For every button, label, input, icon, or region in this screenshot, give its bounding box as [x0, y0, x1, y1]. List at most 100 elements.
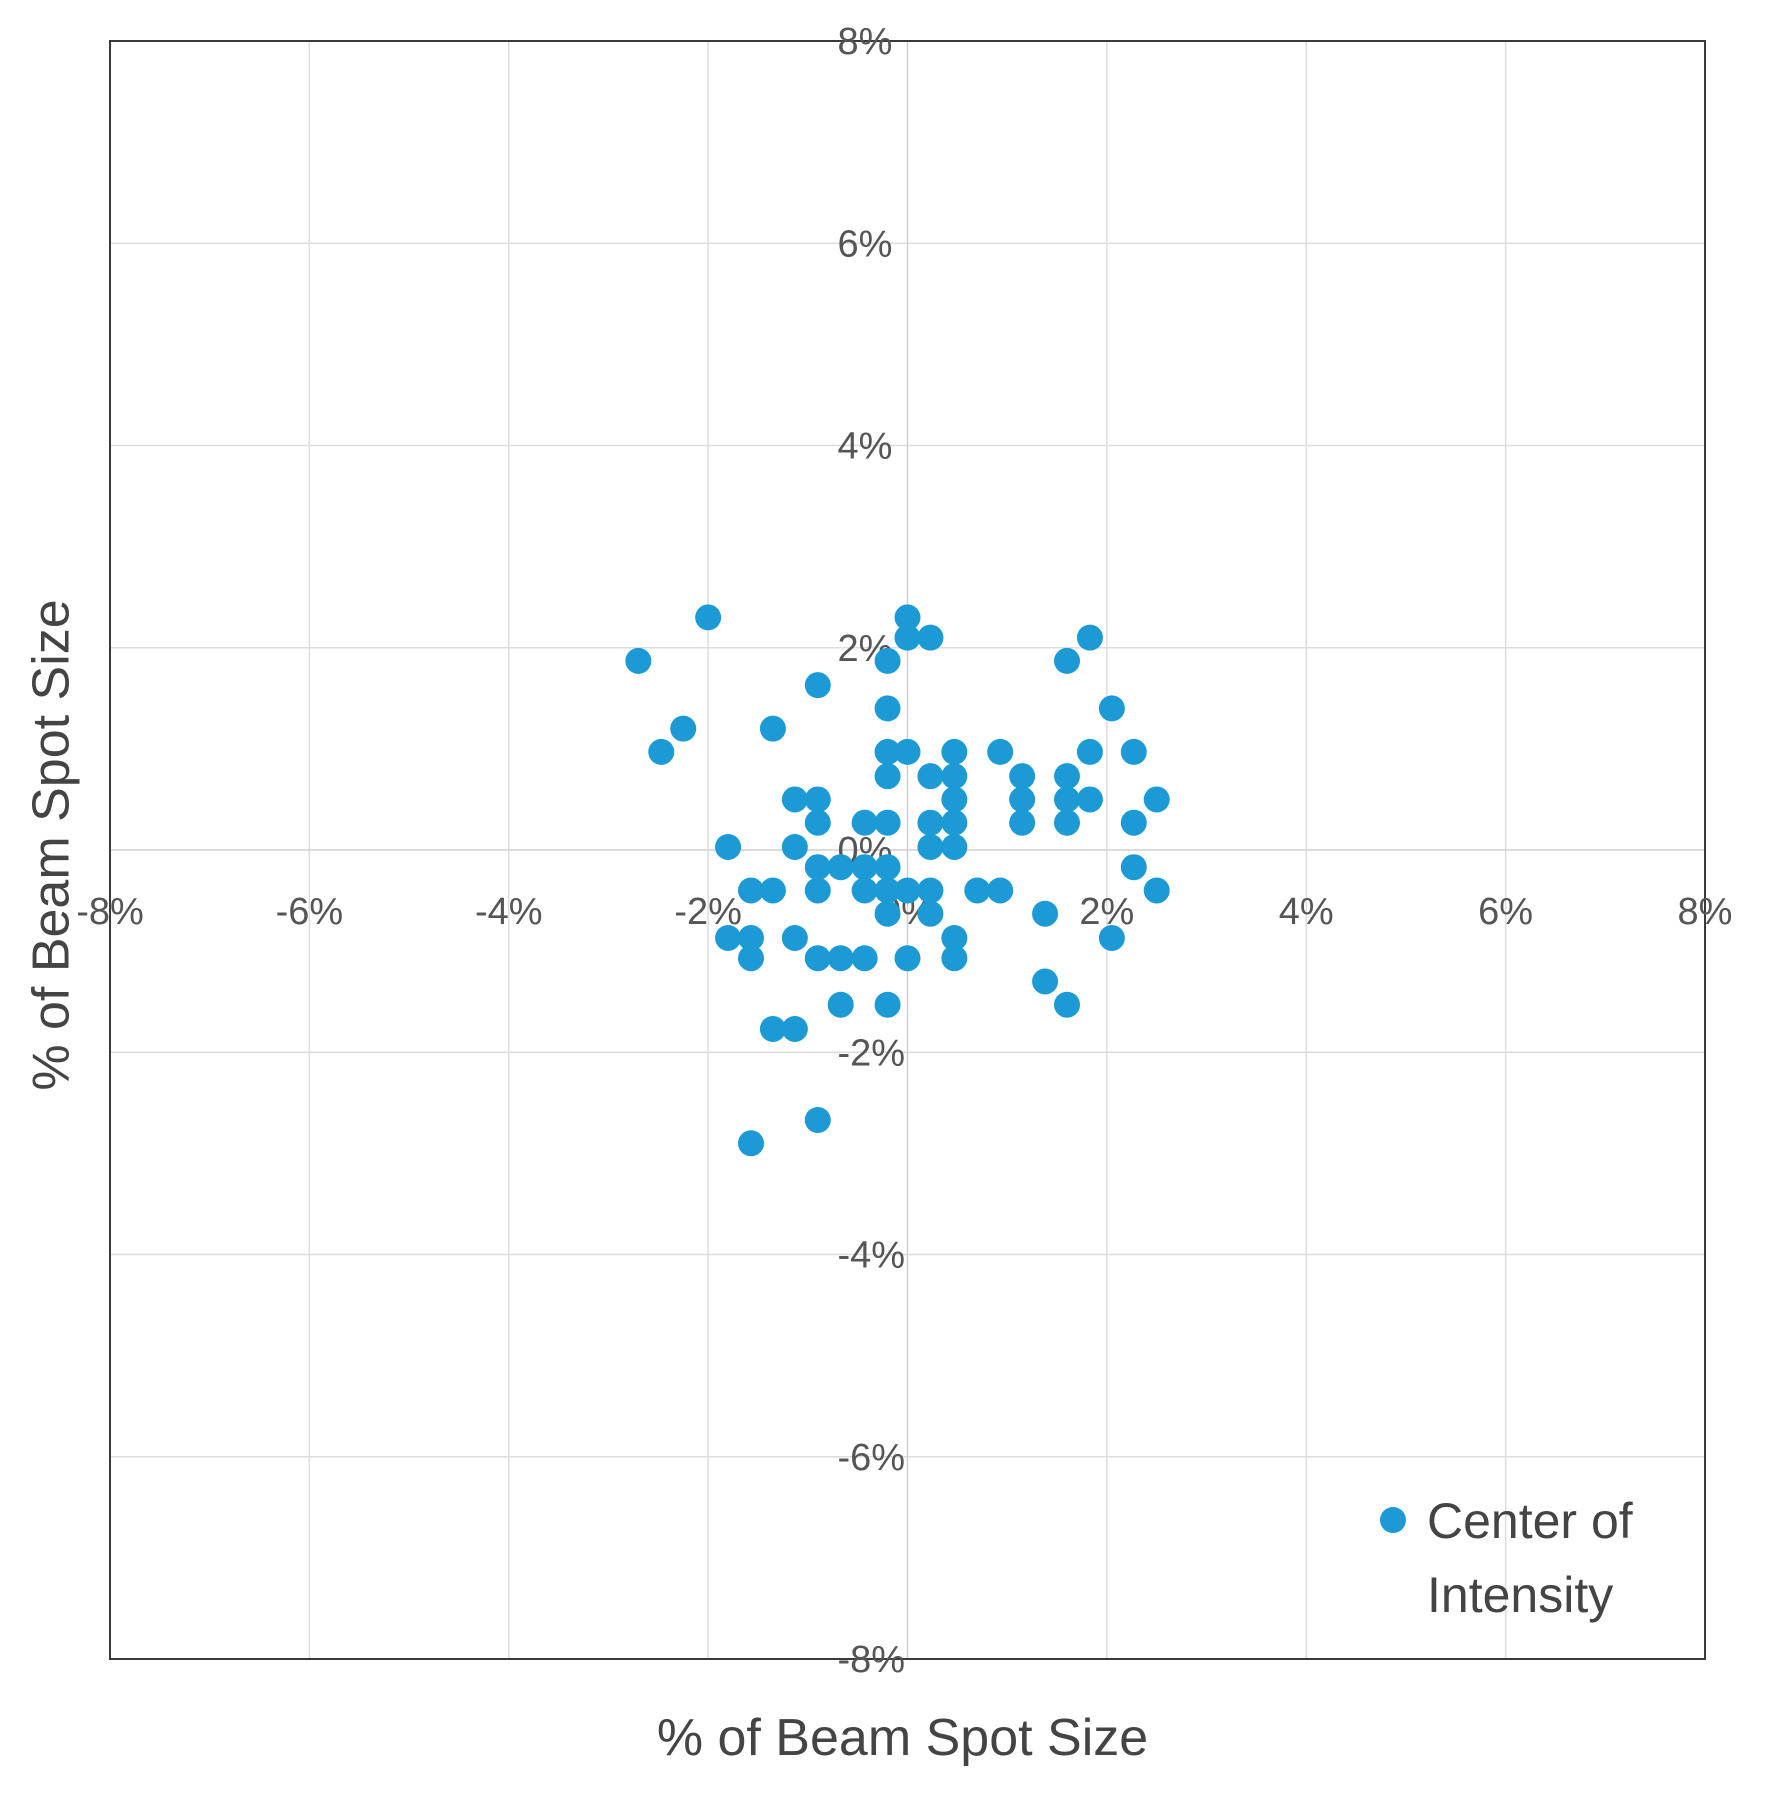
data-point [781, 786, 808, 813]
data-point [804, 877, 831, 904]
data-point [759, 877, 786, 904]
data-point [804, 809, 831, 836]
x-tick-label: 8% [1678, 891, 1733, 933]
data-point [737, 945, 764, 972]
data-point [917, 763, 944, 790]
data-point [1120, 854, 1147, 881]
data-point [804, 672, 831, 699]
x-tick-label: -6% [276, 891, 344, 933]
x-tick-label: -8% [76, 891, 144, 933]
data-point [874, 991, 901, 1018]
data-point [874, 738, 901, 765]
data-point [804, 1107, 831, 1134]
x-tick-label: 6% [1478, 891, 1533, 933]
data-point [941, 833, 968, 860]
data-point [1054, 786, 1080, 813]
data-point [851, 945, 878, 972]
data-point [851, 854, 878, 881]
data-point [1009, 809, 1036, 836]
data-point [917, 877, 944, 904]
data-point [670, 715, 697, 742]
data-point [1120, 809, 1147, 836]
data-point [1143, 786, 1170, 813]
legend-marker [1380, 1507, 1406, 1533]
data-point [1054, 809, 1080, 836]
data-point [941, 924, 968, 951]
data-point [1098, 695, 1125, 722]
y-tick-label: -6% [838, 1437, 906, 1479]
data-point [917, 833, 944, 860]
data-point [648, 738, 675, 765]
data-point [715, 833, 742, 860]
y-tick-label: -4% [838, 1235, 906, 1277]
x-axis-title: % of Beam Spot Size [657, 1709, 1148, 1767]
data-point [874, 809, 901, 836]
data-point [941, 763, 968, 790]
data-point [759, 715, 786, 742]
data-point [1009, 763, 1036, 790]
legend: Center of Intensity [1380, 1493, 1633, 1623]
data-point [804, 854, 831, 881]
tick-labels: -8% -6% -4% -2% 0% 2% 4% 6% 8%-8%-6%-4%-2%0%2%4%… [76, 21, 1732, 1681]
data-point [851, 877, 878, 904]
x-tick-label: 4% [1279, 891, 1334, 933]
data-point [874, 877, 901, 904]
data-point [1032, 900, 1059, 927]
data-point [1076, 738, 1103, 765]
data-point [715, 924, 742, 951]
data-point [1076, 624, 1103, 651]
data-point [781, 924, 808, 951]
x-tick-label: -4% [475, 891, 543, 933]
data-point [874, 695, 901, 722]
y-tick-label: 8% [838, 21, 893, 63]
data-point [695, 604, 722, 631]
data-point [781, 833, 808, 860]
data-point [987, 877, 1014, 904]
data-point [894, 624, 921, 651]
data-point [737, 1130, 764, 1157]
legend-label-line-2: Intensity [1427, 1567, 1613, 1623]
data-point [1009, 786, 1036, 813]
data-point [1032, 968, 1059, 995]
data-point [874, 647, 901, 674]
data-point [894, 738, 921, 765]
data-point [804, 786, 831, 813]
data-point [737, 924, 764, 951]
data-point [827, 945, 854, 972]
data-point [874, 763, 901, 790]
data-point [827, 991, 854, 1018]
data-point [759, 1015, 786, 1042]
data-point [917, 624, 944, 651]
data-point [1054, 991, 1080, 1018]
plot-area-border [109, 40, 1706, 1660]
data-point [987, 738, 1014, 765]
data-point [917, 809, 944, 836]
data-point [737, 877, 764, 904]
data-point [804, 945, 831, 972]
data-point [941, 786, 968, 813]
data-point [1054, 763, 1080, 790]
data-point [894, 945, 921, 972]
data-point [941, 945, 968, 972]
data-point [781, 1015, 808, 1042]
y-axis-title: % of Beam Spot Size [23, 599, 81, 1090]
data-point [894, 877, 921, 904]
y-tick-label: -8% [838, 1639, 906, 1681]
data-point [874, 854, 901, 881]
legend-label-line-1: Center of [1427, 1493, 1633, 1549]
y-tick-label: 4% [838, 426, 893, 468]
data-point [1098, 924, 1125, 951]
data-point [964, 877, 991, 904]
data-point [894, 604, 921, 631]
data-point [874, 900, 901, 927]
data-point [851, 809, 878, 836]
y-tick-label: 6% [838, 223, 893, 265]
data-point [917, 900, 944, 927]
data-point [827, 854, 854, 881]
data-point [941, 809, 968, 836]
data-point [941, 738, 968, 765]
y-tick-label: -2% [838, 1032, 906, 1074]
data-point [1143, 877, 1170, 904]
